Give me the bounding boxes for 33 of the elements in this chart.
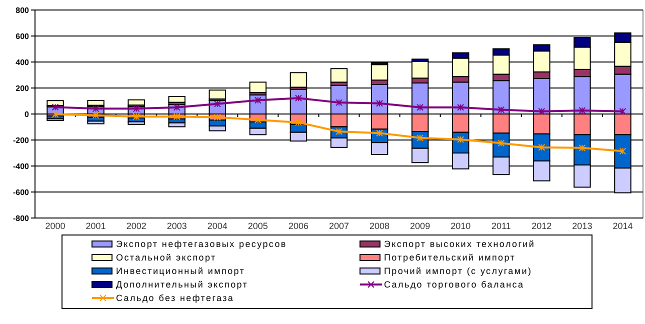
y-tick-label: 200: [16, 84, 30, 93]
legend-label: Экспорт высоких технологий: [384, 239, 536, 250]
legend-label: Экспорт нефтегазовых ресурсов: [116, 239, 287, 250]
legend-label: Остальной экспорт: [116, 252, 216, 263]
x-tick-label: 2004: [207, 221, 228, 231]
x-tick-label: 2011: [491, 221, 511, 231]
legend-label: Дополнительный экспорт: [116, 280, 248, 290]
x-tick-label: 2000: [45, 221, 66, 231]
x-tick-label: 2007: [328, 221, 350, 231]
y-tick-label: 600: [16, 32, 30, 41]
legend-label: Сальдо без нефтегаза: [116, 293, 234, 304]
legend-label: Прочий импорт (с услугами): [384, 266, 532, 276]
x-tick-label: 2001: [86, 221, 106, 231]
x-tick-label: 2003: [166, 221, 187, 231]
legend-label: Инвестиционный импорт: [116, 266, 246, 276]
y-tick-label: -800: [12, 214, 30, 223]
x-tick-label: 2013: [572, 221, 592, 231]
x-tick-label: 2009: [410, 221, 430, 231]
legend-label: Потребительский импорт: [384, 252, 516, 263]
x-tick-label: 2010: [450, 221, 471, 231]
y-tick-label: -600: [12, 188, 30, 197]
y-tick-label: 800: [16, 6, 30, 15]
y-tick-label: -400: [12, 162, 30, 171]
x-tick-label: 2002: [126, 221, 146, 231]
y-tick-label: -200: [12, 136, 30, 145]
legend-label: Сальдо торгового баланса: [384, 280, 524, 290]
x-tick-label: 2008: [370, 221, 390, 231]
x-tick-label: 2006: [288, 221, 308, 231]
y-tick-label: 0: [24, 110, 30, 119]
x-tick-label: 2012: [532, 221, 552, 231]
x-tick-label: 2014: [612, 221, 633, 231]
x-tick-label: 2005: [248, 221, 268, 231]
y-tick-label: 400: [16, 58, 30, 67]
